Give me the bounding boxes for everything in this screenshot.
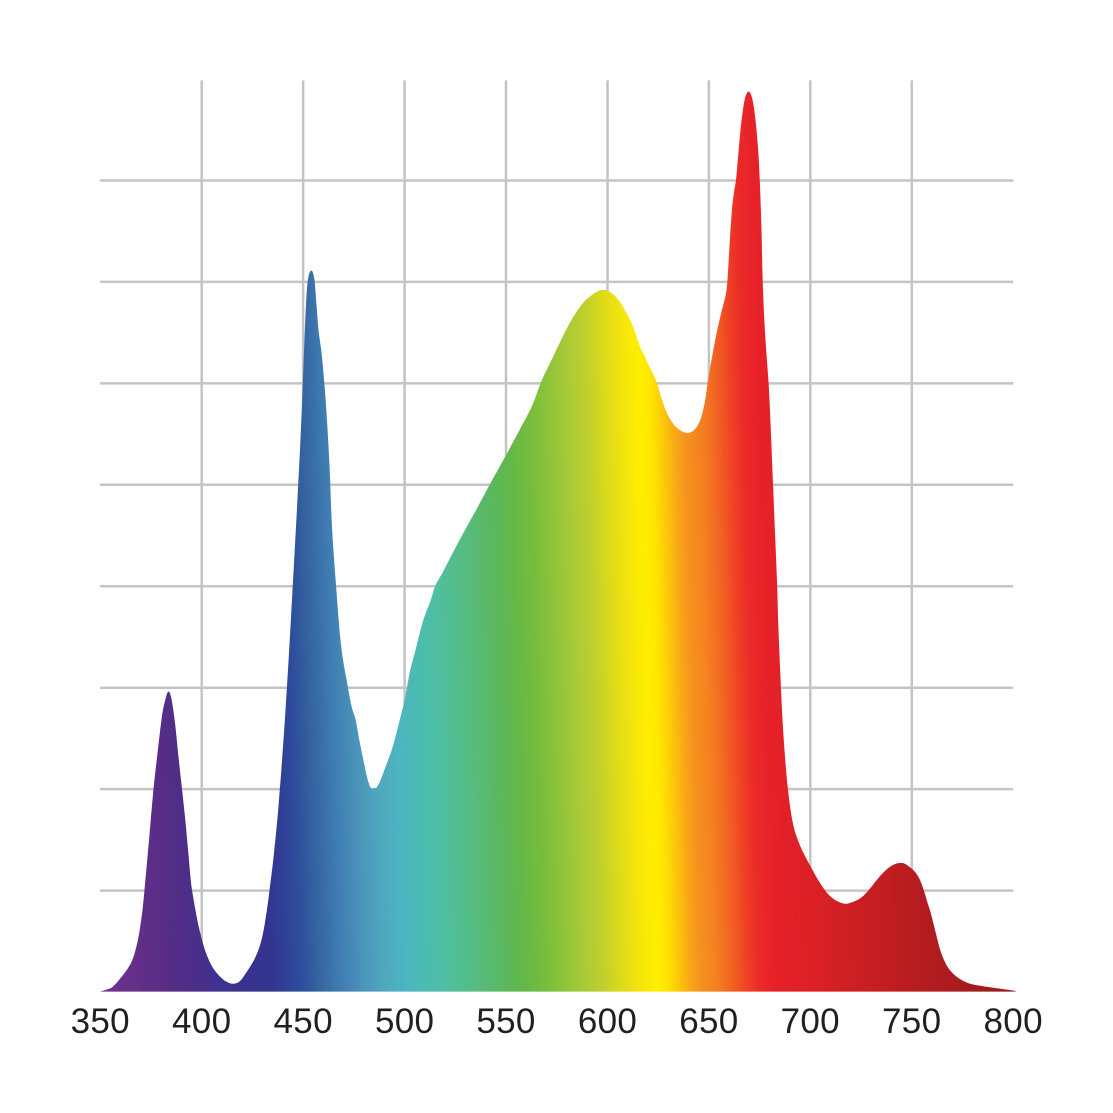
svg-text:800: 800 xyxy=(984,1002,1043,1041)
svg-text:650: 650 xyxy=(679,1002,738,1041)
svg-text:500: 500 xyxy=(375,1002,434,1041)
svg-text:550: 550 xyxy=(476,1002,535,1041)
svg-text:450: 450 xyxy=(274,1002,333,1041)
svg-text:700: 700 xyxy=(781,1002,840,1041)
svg-text:350: 350 xyxy=(71,1002,130,1041)
svg-text:400: 400 xyxy=(172,1002,231,1041)
svg-text:750: 750 xyxy=(882,1002,941,1041)
svg-text:600: 600 xyxy=(578,1002,637,1041)
